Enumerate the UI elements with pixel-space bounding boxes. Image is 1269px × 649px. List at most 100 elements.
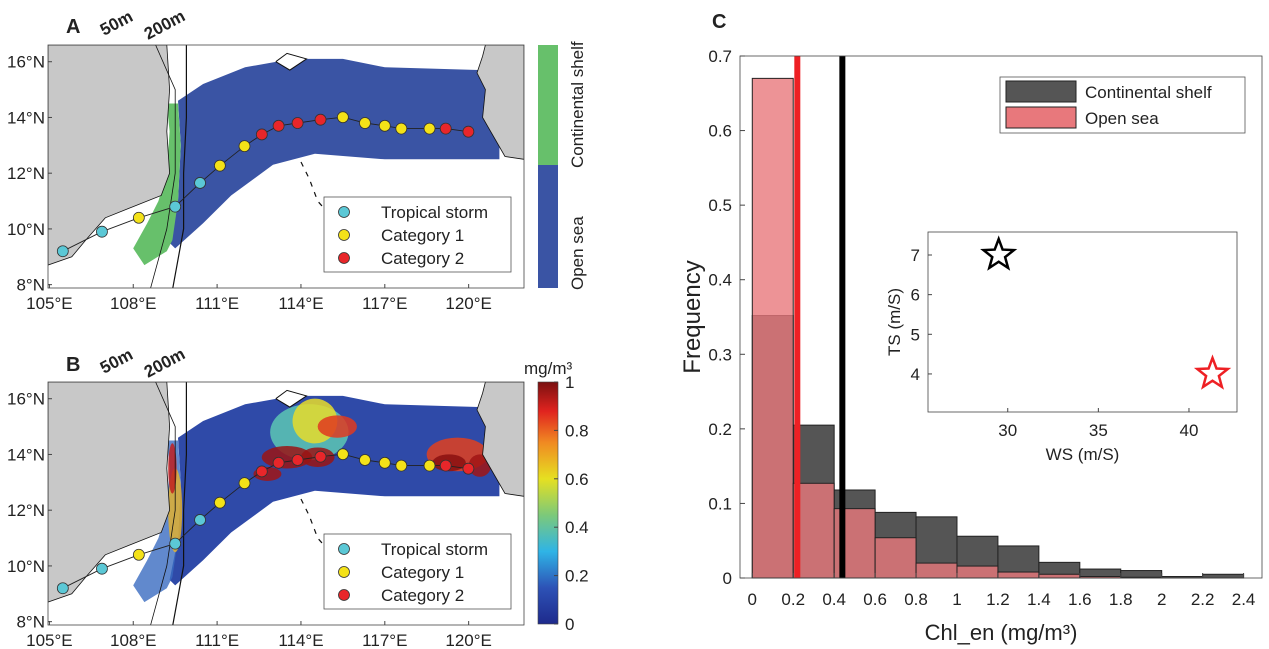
- track-point-c1: [378, 119, 391, 132]
- track-point-c1: [132, 548, 145, 561]
- lat-tick-label: 12°N: [7, 164, 45, 183]
- lon-tick-label: 114°E: [278, 294, 323, 313]
- y-tick-label: 0.3: [708, 345, 732, 364]
- legend-label: Open sea: [1085, 109, 1159, 128]
- chl-patch: [317, 415, 357, 438]
- legend-marker-ts: [338, 543, 350, 555]
- inset-y-label: TS (m/S): [885, 288, 904, 356]
- track-point-c2: [462, 462, 475, 475]
- track-point-ts: [96, 562, 108, 575]
- bar-open-sea: [874, 537, 917, 579]
- inset-x-tick-label: 30: [998, 421, 1017, 440]
- panel-b-label: B: [66, 354, 80, 376]
- x-tick-label: 1.8: [1109, 590, 1133, 609]
- track-point-ts: [194, 514, 206, 526]
- axes-frame: [739, 55, 1263, 579]
- bar-open-sea: [915, 562, 958, 579]
- bar-open-sea: [997, 571, 1040, 579]
- legend-label-c2: Category 2: [381, 586, 464, 605]
- map-panel-b: 105°E 108°E 111°E 114°E 117°E 120°E 8°N 10°N 12°…: [7, 381, 525, 649]
- x-tick-label: 2.4: [1232, 590, 1256, 609]
- inset-x-label: WS (m/S): [1046, 445, 1120, 464]
- x-tick-label: 1.6: [1068, 590, 1092, 609]
- lon-tick-label: 120°E: [445, 294, 492, 313]
- lat-tick-label: 8°N: [16, 613, 45, 632]
- track-point-c2: [291, 117, 304, 129]
- x-tick-label: 1: [952, 590, 961, 609]
- track-point-c2: [314, 450, 327, 463]
- lon-tick-label: 111°E: [195, 294, 239, 313]
- continental-shelf-region: [133, 103, 181, 266]
- track-legend: [323, 196, 512, 273]
- legend-label-c2: Category 2: [381, 249, 464, 268]
- isobath-50m: [150, 45, 176, 288]
- chl-colorbar-tick-label: 0.8: [565, 421, 589, 440]
- x-tick-label: 0.4: [822, 590, 846, 609]
- inset-y-tick-label: 4: [911, 365, 920, 384]
- track-point-c2: [439, 122, 452, 135]
- track-point-ts: [56, 582, 69, 595]
- chl-background: [169, 395, 500, 586]
- inset-x-tick-label: 35: [1089, 421, 1108, 440]
- track-point-c1: [395, 122, 408, 135]
- track-point-ts: [169, 537, 182, 550]
- track-point-c1: [132, 211, 145, 224]
- track-point-c1: [213, 496, 226, 509]
- y-tick-label: 0.2: [708, 420, 732, 439]
- chl-colorbar-unit: mg/m³: [524, 359, 573, 378]
- track-point-ts: [56, 245, 69, 258]
- bar-open-sea: [751, 77, 794, 579]
- bar-open-sea: [1038, 573, 1081, 579]
- lon-tick-label: 117°E: [362, 631, 407, 649]
- bar-open-sea: [956, 565, 999, 579]
- track-point-ts: [169, 200, 182, 213]
- land-vietnam: [48, 45, 171, 266]
- track-point-c2: [439, 459, 452, 472]
- map-panel-a: 105°E 108°E 111°E 114°E 117°E 120°E 8°N 10°N 12°…: [7, 44, 525, 313]
- reef-island: [275, 52, 308, 71]
- chl-colorbar-tick-label: 0.2: [565, 567, 589, 586]
- track-point-c1: [238, 140, 251, 153]
- legend-label: Continental shelf: [1085, 83, 1212, 102]
- colorbar-open-sea: [538, 165, 558, 288]
- lon-tick-label: 120°E: [445, 631, 492, 649]
- track-point-c2: [272, 456, 285, 469]
- x-axis-label: Chl_en (mg/m³): [925, 620, 1078, 645]
- histogram-panel-c: 0 0.2 0.4 0.6 0.8 1 1.2 1.4 1.6 1.8 2 2.2 2.4 0 0.1 0.2…: [679, 47, 1263, 645]
- isobath-50m-label-b: 50m: [97, 345, 136, 378]
- legend-label-c1: Category 1: [381, 563, 464, 582]
- reef-island: [275, 389, 308, 408]
- lat-tick-label: 10°N: [7, 557, 45, 576]
- track-point-c2: [272, 119, 285, 132]
- legend-label-c1: Category 1: [381, 226, 464, 245]
- open-sea-region: [169, 58, 500, 249]
- isobath-50m: [150, 382, 176, 625]
- y-tick-label: 0.5: [708, 196, 732, 215]
- lat-tick-label: 10°N: [7, 220, 45, 239]
- isobath-200m-label-b: 200m: [141, 344, 188, 381]
- inset-star-point: [980, 235, 1018, 271]
- x-tick-label: 2.2: [1191, 590, 1215, 609]
- lat-tick-label: 8°N: [16, 276, 45, 295]
- isobath-200m-label-a: 200m: [141, 6, 188, 43]
- inset-x-tick-label: 40: [1180, 421, 1199, 440]
- track-point-c2: [462, 125, 475, 138]
- inset-y-tick-label: 6: [911, 286, 920, 305]
- lat-tick-label: 14°N: [7, 445, 45, 464]
- y-tick-label: 0.6: [708, 122, 732, 141]
- chl-colorbar-tick-label: 0.6: [565, 470, 589, 489]
- chl-colorbar-tick-label: 1: [565, 373, 574, 392]
- track-point-c2: [314, 113, 327, 126]
- legend-swatch: [1005, 106, 1077, 129]
- isobath-200m: [172, 45, 187, 288]
- lon-tick-label: 114°E: [278, 631, 323, 649]
- x-tick-label: 0.6: [863, 590, 887, 609]
- legend-marker-c1: [338, 229, 350, 241]
- lat-tick-label: 12°N: [7, 501, 45, 520]
- track-point-c2: [291, 454, 304, 466]
- y-axis-label: Frequency: [679, 260, 706, 373]
- lat-tick-label: 16°N: [7, 53, 45, 72]
- legend-marker-c2: [338, 252, 350, 264]
- track-legend: [323, 533, 512, 610]
- map-frame: [47, 381, 525, 626]
